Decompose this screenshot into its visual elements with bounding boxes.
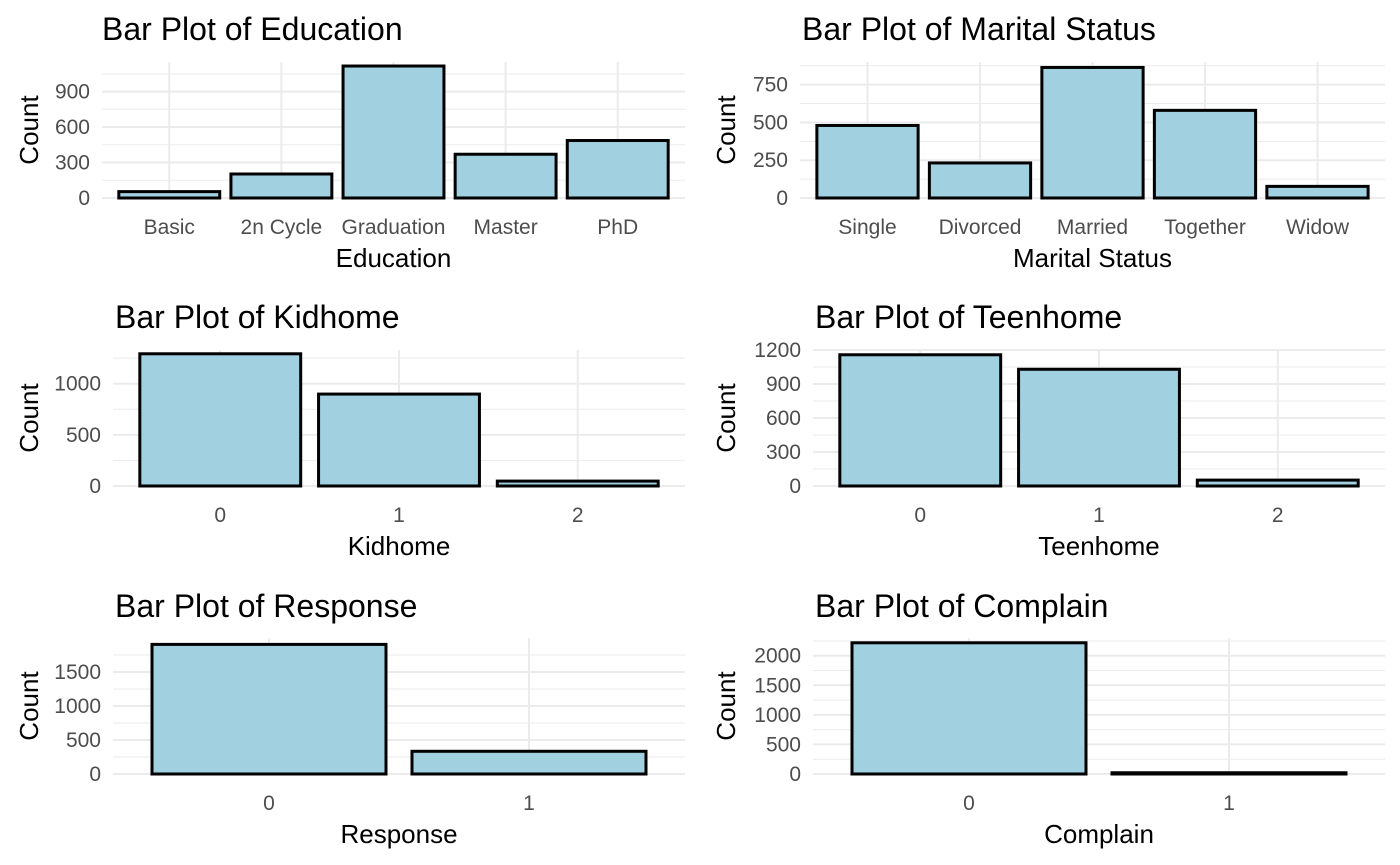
y-tick-label: 300	[55, 152, 90, 175]
chart-title: Bar Plot of Marital Status	[802, 11, 1156, 47]
y-axis-title: Count	[711, 383, 741, 453]
y-tick-label: 500	[766, 733, 801, 756]
bar-divorced	[927, 161, 1033, 200]
x-tick-label: 0	[914, 504, 926, 527]
y-tick-label: 500	[66, 424, 101, 447]
y-tick-label: 0	[89, 763, 101, 786]
x-tick-label: 1	[1223, 792, 1235, 815]
y-tick-label: 2000	[754, 645, 801, 668]
chart-panel-5: 0 500 1000 1500 0 1 Bar Plot of Response Respon…	[14, 588, 685, 849]
bar-0	[150, 642, 388, 776]
x-tick-label: 0	[263, 792, 275, 815]
x-axis-title: Marital Status	[1013, 243, 1172, 273]
bar-0	[838, 353, 1003, 488]
bar-2	[1195, 478, 1360, 488]
bar-single	[815, 123, 920, 200]
x-tick-label: 0	[214, 504, 226, 527]
x-axis-title: Education	[336, 243, 452, 273]
x-tick-label: 2	[1272, 504, 1284, 527]
y-tick-label: 300	[766, 441, 801, 464]
y-tick-label: 1000	[54, 373, 101, 396]
y-axis-title: Count	[14, 383, 44, 453]
x-tick-label: Master	[474, 216, 538, 239]
bar-married	[1040, 65, 1145, 200]
chart-title: Bar Plot of Kidhome	[115, 299, 400, 335]
bar-1	[410, 749, 648, 776]
chart-panel-4: 0 300 600 900 1200 0 1 2 Bar Plot of Teenhome Tee…	[711, 299, 1385, 561]
y-tick-label: 1200	[754, 339, 801, 362]
x-tick-label: Graduation	[342, 216, 446, 239]
y-tick-label: 0	[789, 763, 801, 786]
x-axis-title: Kidhome	[348, 531, 451, 561]
y-tick-label: 900	[55, 81, 90, 104]
bar-together	[1152, 108, 1258, 200]
y-tick-label: 600	[766, 407, 801, 430]
chart-title: Bar Plot of Teenhome	[815, 299, 1122, 335]
x-tick-label: 1	[523, 792, 535, 815]
bar-2	[495, 479, 660, 488]
x-tick-label: 1	[1093, 504, 1105, 527]
y-tick-label: 900	[766, 373, 801, 396]
chart-panel-1: 0 300 600 900 Basic 2n Cycle Graduation Master P…	[14, 11, 685, 273]
chart-title: Bar Plot of Response	[115, 588, 417, 624]
bar-2n-cycle	[229, 172, 334, 200]
chart-panel-3: 0 500 1000 0 1 2 Bar Plot of Kidhome Kidhome Cou…	[14, 299, 685, 561]
bar-1	[317, 392, 481, 488]
x-tick-label: Widow	[1286, 216, 1350, 239]
x-axis-title: Complain	[1044, 819, 1154, 849]
y-tick-label: 0	[78, 187, 90, 210]
x-tick-label: Basic	[144, 216, 195, 239]
bar-0	[850, 641, 1088, 776]
y-tick-label: 1500	[754, 674, 801, 697]
y-tick-label: 1500	[54, 661, 101, 684]
x-tick-label: 0	[963, 792, 975, 815]
y-tick-label: 1000	[54, 695, 101, 718]
y-tick-label: 500	[66, 729, 101, 752]
y-tick-label: 0	[89, 475, 101, 498]
chart-panel-2: 0 250 500 750 Single Divorced Married Together W…	[711, 11, 1385, 273]
x-tick-label: Together	[1164, 216, 1246, 239]
y-tick-label: 500	[753, 111, 788, 134]
y-tick-label: 600	[55, 116, 90, 139]
y-axis-title: Count	[14, 95, 44, 165]
chart-panel-6: 0 500 1000 1500 2000 0 1 Bar Plot of Complain Co…	[711, 588, 1385, 849]
x-tick-label: PhD	[597, 216, 638, 239]
y-tick-label: 250	[753, 149, 788, 172]
x-tick-label: 1	[393, 504, 405, 527]
y-tick-label: 1000	[754, 704, 801, 727]
chart-title: Bar Plot of Complain	[815, 588, 1108, 624]
bar-0	[138, 352, 303, 488]
x-tick-label: 2n Cycle	[241, 216, 323, 239]
y-axis-title: Count	[711, 95, 741, 165]
bar-1	[1110, 771, 1348, 776]
bar-1	[1017, 367, 1181, 488]
x-tick-label: Divorced	[939, 216, 1022, 239]
chart-title: Bar Plot of Education	[102, 11, 403, 47]
bar-graduation	[341, 64, 446, 200]
x-axis-title: Teenhome	[1038, 531, 1159, 561]
x-tick-label: 2	[572, 504, 584, 527]
x-tick-label: Single	[838, 216, 896, 239]
x-tick-label: Married	[1057, 216, 1128, 239]
y-tick-label: 0	[776, 187, 788, 210]
y-tick-label: 750	[753, 74, 788, 97]
y-tick-label: 0	[789, 475, 801, 498]
x-axis-title: Response	[340, 819, 457, 849]
bar-basic	[117, 190, 222, 200]
y-axis-title: Count	[14, 671, 44, 741]
bar-widow	[1265, 184, 1370, 200]
bar-master	[453, 152, 558, 200]
bar-phd	[565, 139, 670, 200]
y-axis-title: Count	[711, 671, 741, 741]
